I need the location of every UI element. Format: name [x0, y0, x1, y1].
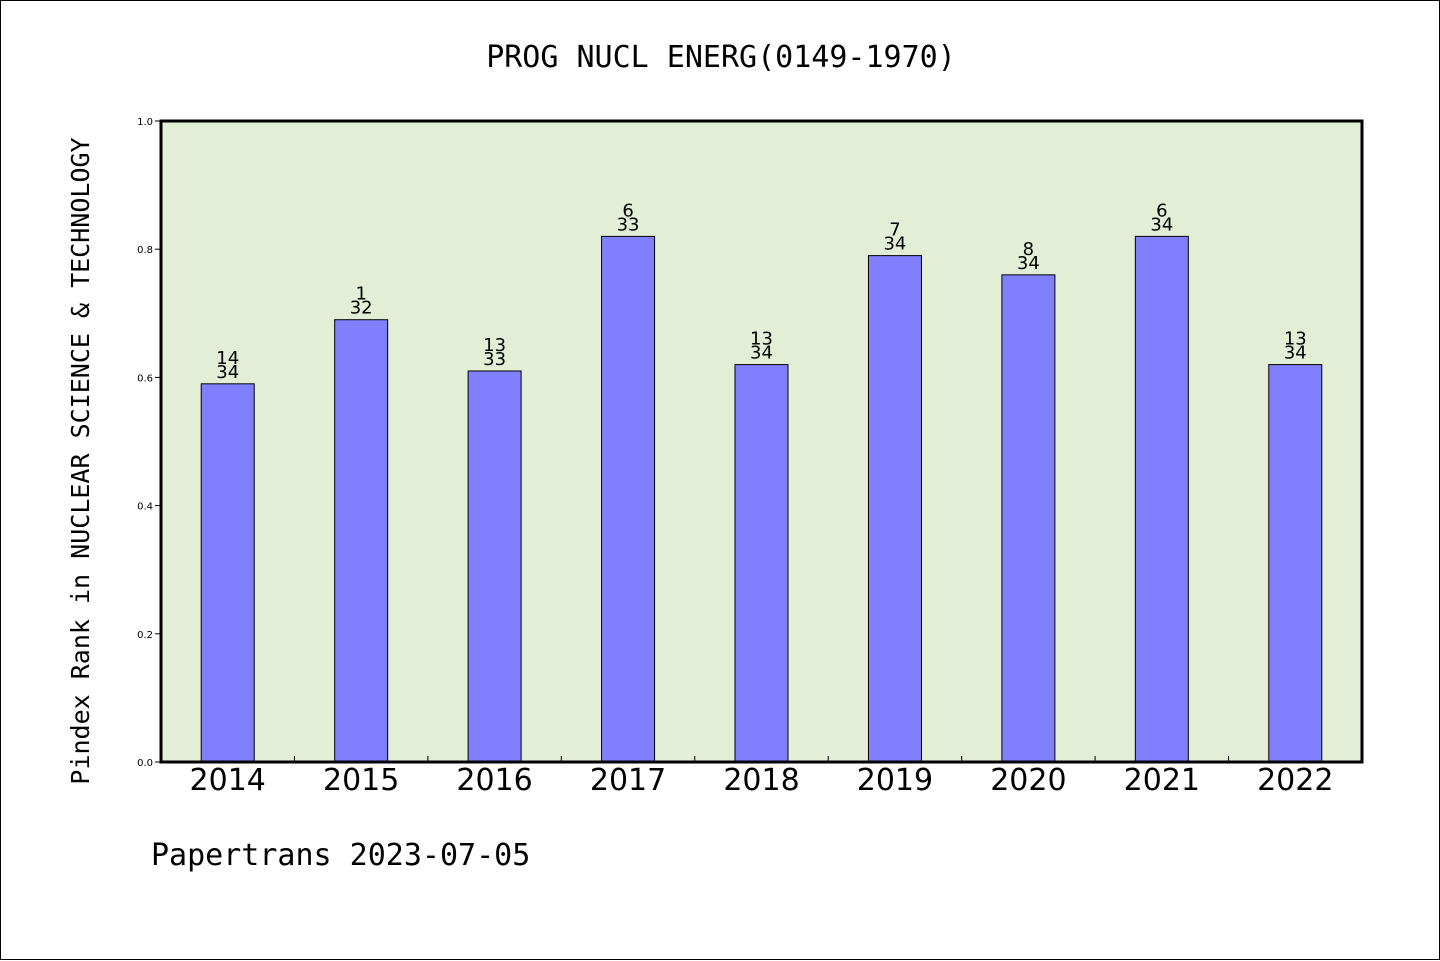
- x-axis: 2014 2015 2016 2017 2018 2019 2020 2021 2022: [190, 756, 1333, 798]
- y-tick-label: 0.4: [137, 502, 153, 513]
- chart-title: PROG NUCL ENERG(0149-1970): [486, 40, 956, 75]
- total-label-2014: 34: [216, 362, 239, 383]
- bar-2018: [734, 364, 789, 763]
- bar-2021: [1134, 235, 1189, 763]
- rank-label-2019: 7: [889, 220, 900, 241]
- bar-2022: [1268, 364, 1323, 763]
- bar-2015: [334, 319, 389, 763]
- footer-credit: Papertrans 2023-07-05: [151, 838, 530, 873]
- bar-2016: [467, 370, 522, 763]
- rank-label-2018: 13: [750, 329, 773, 350]
- y-tick-label: 0.6: [137, 373, 153, 384]
- total-label-2021: 34: [1150, 214, 1173, 235]
- rank-label-2020: 8: [1023, 239, 1034, 260]
- rank-label-2015: 1: [355, 284, 366, 305]
- y-tick-label: 0.2: [137, 630, 153, 641]
- bars-group: [200, 235, 1323, 763]
- rank-label-2014: 14: [216, 348, 239, 369]
- bar-2014: [200, 383, 255, 763]
- rank-label-2017: 6: [622, 200, 633, 221]
- rank-label-2016: 13: [483, 335, 506, 356]
- plot-border: [159, 119, 1364, 764]
- y-axis: 0.0 0.2 0.4 0.6 0.8 1.0: [137, 117, 161, 769]
- total-label-2022: 34: [1284, 343, 1307, 364]
- x-tick-label-2020: 2020: [990, 763, 1066, 798]
- total-label-2017: 33: [617, 214, 640, 235]
- y-tick-label: 0.0: [137, 758, 153, 769]
- y-tick-label: 0.8: [137, 245, 153, 256]
- total-label-2019: 34: [883, 234, 906, 255]
- total-label-2020: 34: [1017, 253, 1040, 274]
- x-tick-label-2014: 2014: [190, 763, 266, 798]
- total-label-2015: 32: [350, 298, 373, 319]
- rank-label-2022: 13: [1284, 329, 1307, 350]
- y-axis-label: Pindex Rank in NUCLEAR SCIENCE & TECHNOL…: [66, 137, 95, 784]
- bar-2017: [601, 235, 656, 763]
- x-tick-label-2017: 2017: [590, 763, 666, 798]
- bar-2020: [1001, 274, 1056, 763]
- x-tick-label-2015: 2015: [323, 763, 399, 798]
- y-tick-label: 1.0: [137, 117, 153, 128]
- x-tick-label-2016: 2016: [456, 763, 532, 798]
- x-tick-label-2019: 2019: [857, 763, 933, 798]
- x-tick-label-2018: 2018: [723, 763, 799, 798]
- total-label-2018: 34: [750, 343, 773, 364]
- total-label-2016: 33: [483, 349, 506, 370]
- x-tick-label-2022: 2022: [1257, 763, 1333, 798]
- x-tick-label-2021: 2021: [1124, 763, 1200, 798]
- bar-2019: [867, 255, 922, 763]
- rank-label-2021: 6: [1156, 200, 1167, 221]
